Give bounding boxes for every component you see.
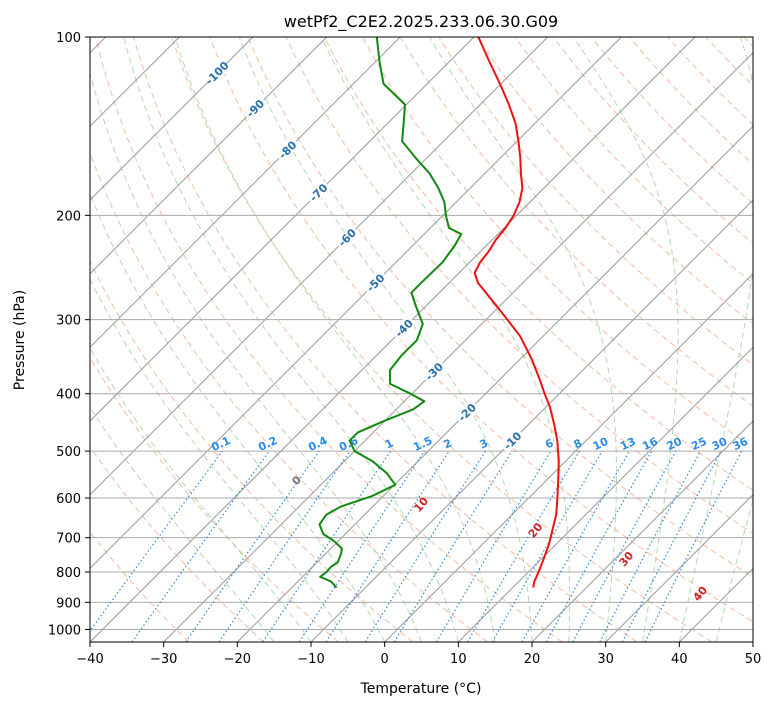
mixing-ratio-line (298, 450, 425, 642)
isotherm-line (90, 37, 328, 275)
dry-adiabat (247, 37, 753, 578)
isotherm-label-bg (362, 269, 389, 296)
y-tick-label: 500 (56, 445, 81, 460)
x-tick-label: 10 (450, 652, 467, 667)
axes: −40 −30 −20 −10 0 10 20 30 40 50 100 200 300 400 500 60… (48, 31, 761, 667)
mixing-ratio-line (90, 450, 223, 632)
isotherm-line (236, 125, 753, 642)
y-tick-label: 1000 (48, 623, 81, 638)
isotherm-label-bg (203, 59, 230, 86)
isotherm-line (605, 493, 753, 642)
dry-adiabat (285, 37, 753, 534)
dry-adiabat (90, 260, 414, 642)
x-tick-label: −10 (297, 652, 324, 667)
moist-adiabat (678, 37, 753, 642)
dry-adiabat (90, 445, 264, 642)
dry-adiabat (209, 37, 753, 623)
y-tick-label: 400 (56, 388, 81, 403)
x-tick-label: 40 (671, 652, 688, 667)
temperature-line (473, 37, 560, 588)
mixing-ratio-line (325, 450, 450, 642)
moist-adiabat (174, 37, 496, 642)
moist-adiabat (123, 37, 459, 642)
mixing-ratio-line (521, 450, 631, 642)
moist-adiabat (90, 70, 422, 642)
isotherm-label-bg (390, 314, 417, 341)
x-tick-label: −30 (150, 652, 177, 667)
mixing-ratio-label: 25 (689, 435, 708, 453)
mixing-ratio-label: 36 (731, 435, 751, 453)
y-tick-label: 700 (56, 532, 81, 547)
moist-adiabat (715, 498, 753, 642)
background-lines (90, 37, 753, 642)
moist-adiabat (90, 278, 349, 642)
isotherm-label-bg (274, 136, 301, 163)
moist-adiabat (573, 37, 679, 642)
x-tick-label: 0 (381, 652, 389, 667)
isotherm-label-bg (420, 358, 447, 385)
isotherm-line (90, 37, 475, 422)
isotherm-line (384, 272, 753, 642)
mixing-ratio-line (644, 450, 743, 642)
mixing-ratio-label: 30 (710, 435, 730, 453)
mixing-ratio-line (262, 450, 392, 642)
dry-adiabat (133, 37, 638, 642)
x-tick-label: −20 (224, 652, 251, 667)
x-axis-title: Temperature (°C) (360, 681, 482, 697)
y-tick-label: 100 (56, 31, 81, 46)
isotherm-label-bg (498, 427, 526, 454)
x-tick-label: 50 (745, 652, 762, 667)
y-tick-label: 600 (56, 492, 81, 507)
mixing-ratio-label: 16 (640, 435, 660, 453)
moist-adiabat (90, 192, 386, 642)
isotherm-label-bg (305, 179, 332, 206)
isotherm-line (90, 37, 696, 642)
x-tick-label: −40 (76, 652, 103, 667)
moist-adiabat (90, 406, 275, 642)
y-tick-label: 200 (56, 209, 81, 224)
y-tick-label: 300 (56, 314, 81, 329)
dry-adiabat (476, 37, 753, 325)
x-tick-label: 20 (524, 652, 541, 667)
y-tick-label: 800 (56, 566, 81, 581)
mixing-ratio-line (131, 450, 270, 642)
x-tick-label: 30 (597, 652, 614, 667)
isotherm-line (90, 37, 254, 201)
y-tick-label: 900 (56, 596, 81, 611)
moist-adiabat (238, 37, 533, 642)
mixing-ratio-label: 20 (665, 435, 685, 453)
mixing-ratio-line (545, 450, 653, 642)
mixing-ratio-line (393, 450, 513, 642)
y-axis-title: Pressure (hPa) (12, 290, 28, 390)
mixing-ratio-label: 10 (591, 435, 611, 453)
chart-title: wetPf2_C2E2.2025.233.06.30.G09 (284, 12, 558, 32)
dry-adiabat (323, 37, 753, 491)
mixing-ratio-line (218, 450, 351, 642)
dewpoint-line (318, 37, 463, 589)
isotherm-line (457, 346, 753, 642)
profile-series (318, 37, 560, 589)
moist-adiabat (429, 37, 617, 642)
isotherm-label-bg (333, 224, 360, 251)
isotherm-line (90, 37, 401, 349)
isotherm-line (90, 37, 622, 570)
isotherm-line (90, 37, 549, 496)
isotherm-label-bg (241, 94, 268, 122)
isotherm-line (310, 199, 753, 642)
mixing-ratio-line (572, 450, 677, 642)
isotherm-line (531, 420, 753, 642)
dry-adiabat (171, 37, 712, 642)
mixing-ratio-label: 13 (618, 435, 637, 453)
dry-adiabat (514, 37, 753, 285)
dry-adiabat (95, 37, 563, 642)
mixing-ratio-line (185, 450, 320, 642)
plot-frame (89, 36, 754, 643)
isotherm-label-bg (453, 398, 480, 426)
dry-adiabat (90, 356, 339, 642)
isotherm-line (163, 51, 753, 642)
